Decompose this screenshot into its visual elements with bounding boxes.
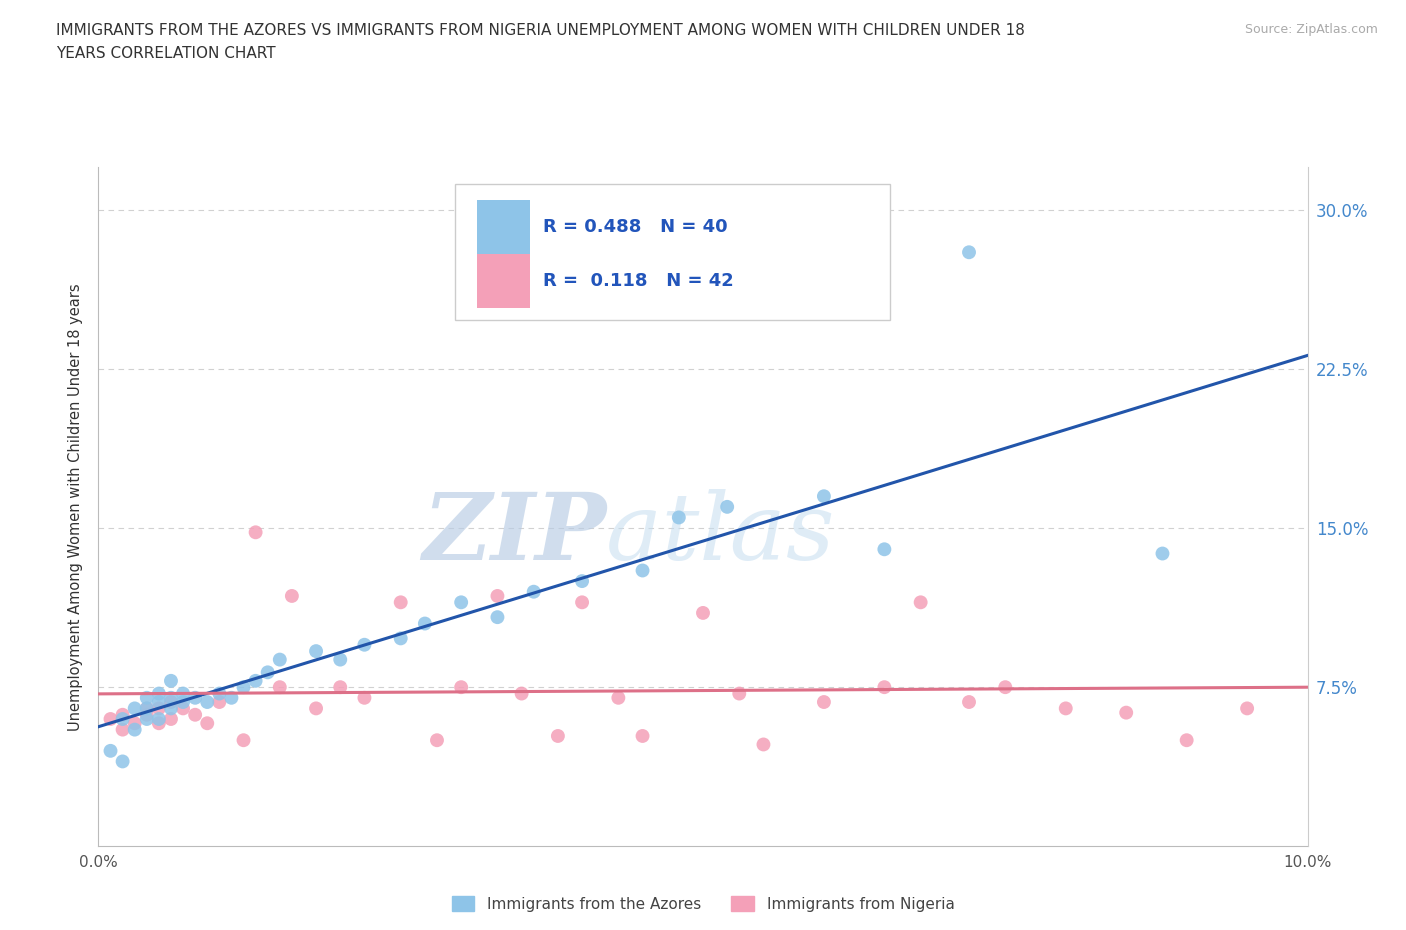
Point bbox=[160, 695, 183, 710]
Point bbox=[873, 542, 896, 557]
Point bbox=[148, 695, 170, 710]
Point bbox=[523, 584, 546, 599]
Point bbox=[813, 695, 835, 710]
Text: IMMIGRANTS FROM THE AZORES VS IMMIGRANTS FROM NIGERIA UNEMPLOYMENT AMONG WOMEN W: IMMIGRANTS FROM THE AZORES VS IMMIGRANTS… bbox=[56, 23, 1025, 38]
Point bbox=[111, 708, 134, 723]
Point bbox=[353, 690, 375, 705]
FancyBboxPatch shape bbox=[477, 254, 530, 308]
Point bbox=[728, 686, 751, 701]
Point bbox=[1054, 701, 1077, 716]
Point bbox=[389, 631, 412, 645]
Point bbox=[148, 716, 170, 731]
Point bbox=[184, 708, 207, 723]
Point bbox=[245, 673, 267, 688]
Text: Source: ZipAtlas.com: Source: ZipAtlas.com bbox=[1244, 23, 1378, 36]
Point bbox=[631, 563, 654, 578]
Point bbox=[172, 686, 194, 701]
Point bbox=[631, 728, 654, 743]
Point bbox=[510, 686, 533, 701]
Point bbox=[486, 610, 509, 625]
Point bbox=[135, 701, 157, 716]
Point bbox=[994, 680, 1017, 695]
Point bbox=[329, 680, 352, 695]
Point bbox=[208, 695, 231, 710]
Text: R = 0.488   N = 40: R = 0.488 N = 40 bbox=[543, 219, 728, 236]
Point bbox=[813, 489, 835, 504]
Point bbox=[111, 723, 134, 737]
Point bbox=[486, 589, 509, 604]
Point bbox=[160, 690, 183, 705]
Point bbox=[184, 690, 207, 705]
Point bbox=[571, 595, 593, 610]
Text: R =  0.118   N = 42: R = 0.118 N = 42 bbox=[543, 272, 734, 290]
Point bbox=[389, 595, 412, 610]
Point bbox=[1175, 733, 1198, 748]
Point bbox=[148, 701, 170, 716]
Point bbox=[195, 695, 218, 710]
Point bbox=[426, 733, 449, 748]
Point bbox=[1152, 546, 1174, 561]
Point bbox=[208, 686, 231, 701]
Point bbox=[195, 716, 218, 731]
Point bbox=[160, 673, 183, 688]
Point bbox=[100, 711, 122, 726]
FancyBboxPatch shape bbox=[456, 184, 890, 320]
Point bbox=[957, 245, 980, 259]
Point bbox=[353, 637, 375, 652]
Point bbox=[172, 695, 194, 710]
Point bbox=[269, 680, 291, 695]
Point bbox=[413, 616, 436, 631]
Point bbox=[124, 701, 146, 716]
Point bbox=[607, 690, 630, 705]
Point bbox=[716, 499, 738, 514]
Point bbox=[245, 525, 267, 539]
Point bbox=[111, 711, 134, 726]
Point bbox=[692, 605, 714, 620]
Point bbox=[1236, 701, 1258, 716]
Point bbox=[232, 680, 254, 695]
Point bbox=[305, 644, 328, 658]
Point bbox=[221, 690, 243, 705]
Point bbox=[124, 716, 146, 731]
Point bbox=[1115, 705, 1137, 720]
Point bbox=[329, 652, 352, 667]
Point bbox=[269, 652, 291, 667]
Legend: Immigrants from the Azores, Immigrants from Nigeria: Immigrants from the Azores, Immigrants f… bbox=[446, 889, 960, 918]
Point bbox=[148, 711, 170, 726]
Point bbox=[305, 701, 328, 716]
Point bbox=[160, 711, 183, 726]
Text: YEARS CORRELATION CHART: YEARS CORRELATION CHART bbox=[56, 46, 276, 61]
Point bbox=[135, 708, 157, 723]
Point bbox=[100, 743, 122, 758]
Text: atlas: atlas bbox=[606, 489, 835, 579]
Point bbox=[160, 701, 183, 716]
Point bbox=[232, 733, 254, 748]
Point bbox=[910, 595, 932, 610]
FancyBboxPatch shape bbox=[477, 200, 530, 254]
Point bbox=[873, 680, 896, 695]
Point bbox=[450, 680, 472, 695]
Text: ZIP: ZIP bbox=[422, 489, 606, 579]
Point bbox=[450, 595, 472, 610]
Point bbox=[752, 737, 775, 752]
Point bbox=[547, 728, 569, 743]
Point bbox=[135, 711, 157, 726]
Point bbox=[111, 754, 134, 769]
Point bbox=[135, 701, 157, 716]
Point bbox=[172, 701, 194, 716]
Point bbox=[668, 510, 690, 525]
Point bbox=[124, 723, 146, 737]
Point bbox=[135, 690, 157, 705]
Point bbox=[957, 695, 980, 710]
Y-axis label: Unemployment Among Women with Children Under 18 years: Unemployment Among Women with Children U… bbox=[67, 283, 83, 731]
Point bbox=[281, 589, 304, 604]
Point bbox=[571, 574, 593, 589]
Point bbox=[256, 665, 278, 680]
Point bbox=[148, 686, 170, 701]
